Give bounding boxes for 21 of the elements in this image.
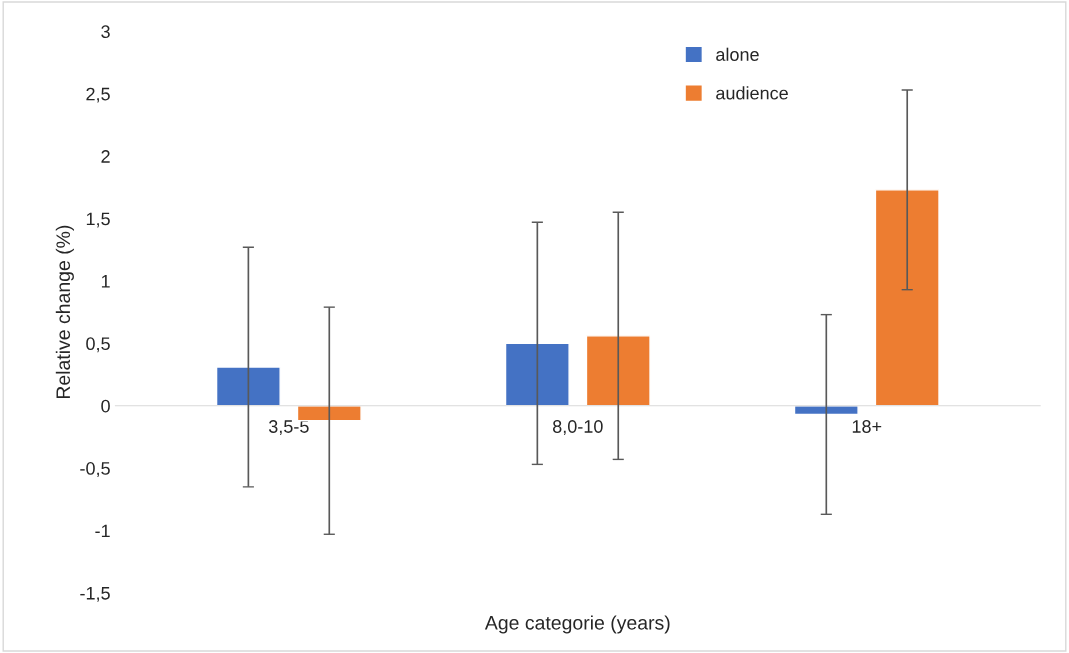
- x-axis-title: Age categorie (years): [484, 615, 670, 634]
- x-tick-label: 18+: [852, 420, 882, 433]
- y-tick-label: 3: [101, 25, 110, 39]
- bar: [585, 335, 651, 407]
- y-tick-label: 2,5: [86, 87, 110, 103]
- y-tick-label: 0,5: [86, 337, 110, 353]
- y-tick-label: -1: [95, 524, 110, 538]
- y-tick-label: 1: [101, 275, 110, 288]
- bar: [215, 366, 281, 407]
- y-tick-label: 0: [101, 399, 110, 413]
- y-axis-title: Relative change (%): [55, 225, 74, 399]
- bar: [504, 342, 570, 407]
- x-tick-label: 3,5-5: [268, 420, 309, 436]
- y-tick-label: -1,5: [80, 587, 110, 602]
- y-tick-label: 2: [101, 150, 110, 163]
- bar: [874, 189, 940, 407]
- legend-label: audience: [716, 86, 788, 100]
- y-tick-label: 1,5: [86, 212, 110, 228]
- legend-label: alone: [716, 47, 759, 61]
- y-tick-label: -0,5: [80, 462, 110, 477]
- x-tick-label: 8,0-10: [552, 420, 603, 436]
